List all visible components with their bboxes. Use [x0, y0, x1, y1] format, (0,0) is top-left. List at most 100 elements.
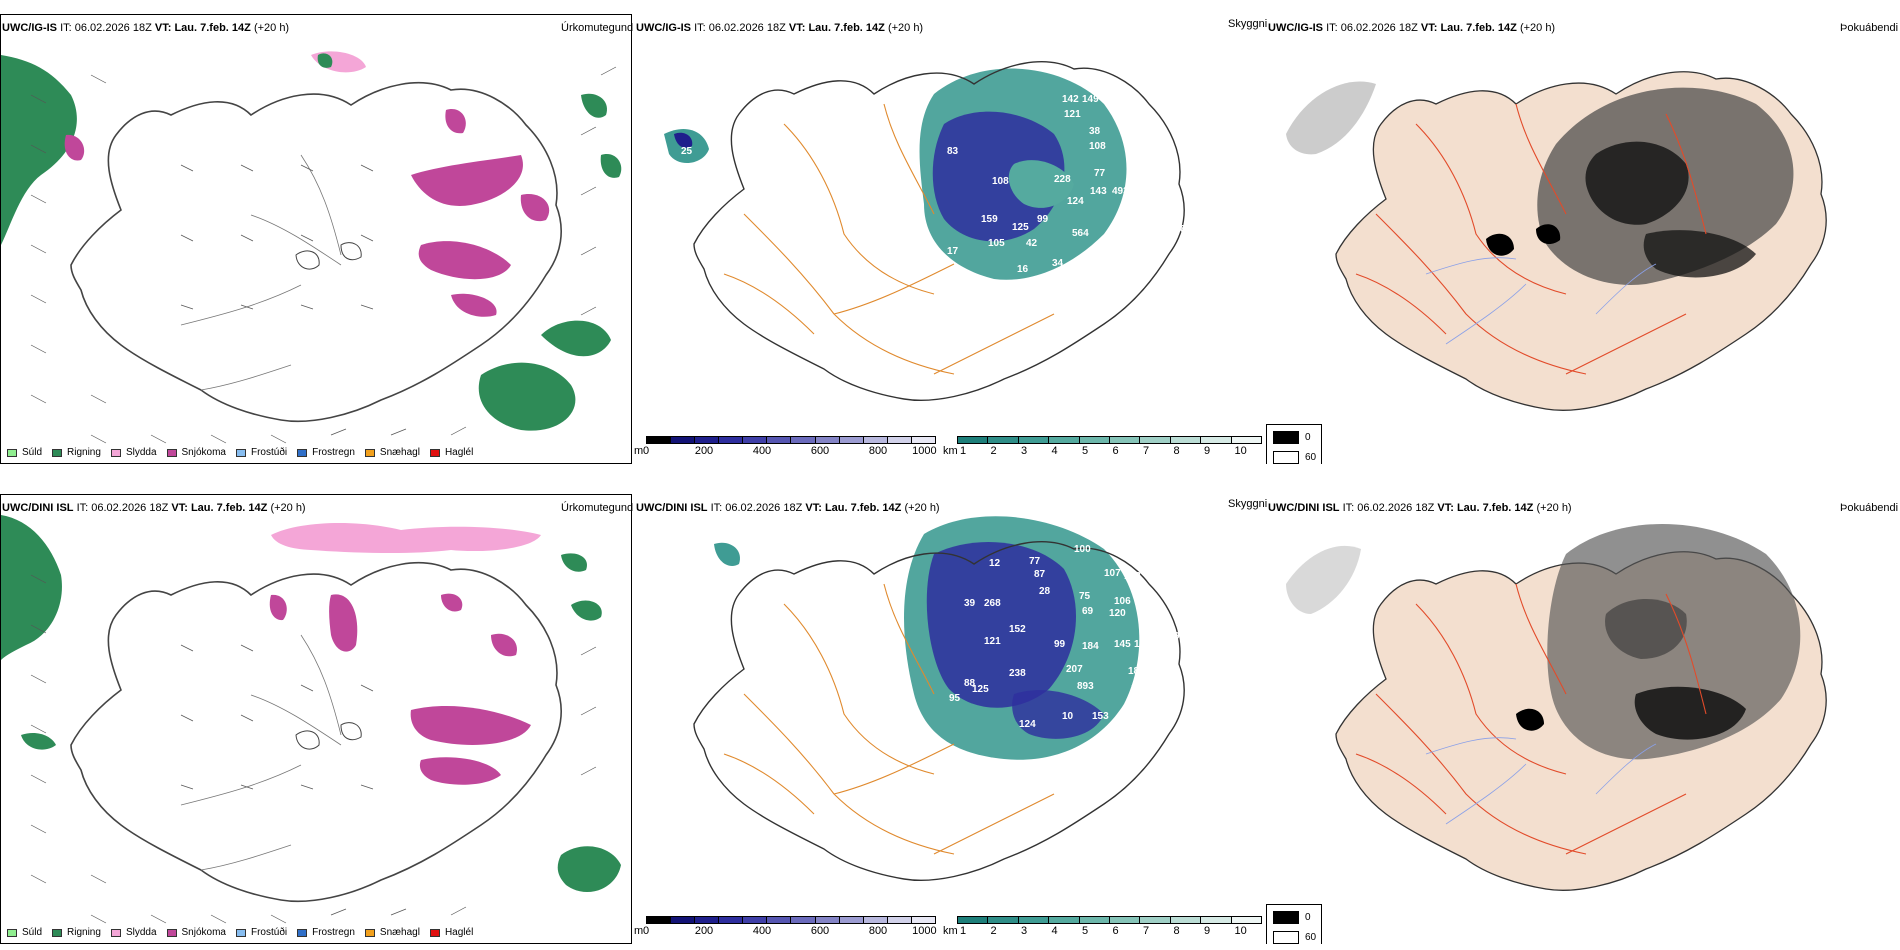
vt-label: VT:: [1420, 22, 1438, 34]
cloud-base-label: 91: [1146, 594, 1158, 605]
fog-panel-title-1: Þokuábendi: [1840, 22, 1899, 34]
fog-legend-2: 0 60: [1266, 904, 1322, 944]
colorbar-tick: 7: [1143, 445, 1150, 457]
fog-panel-header-2: UWC/DINI ISL IT: 06.02.2026 18Z VT: Lau.…: [1268, 502, 1572, 515]
cloud-base-label: 66: [1139, 174, 1151, 185]
colorbar-unit: m: [634, 445, 644, 457]
legend-swatch: [429, 448, 440, 457]
legend-item-snjokoma-1: Snjókoma: [166, 447, 226, 458]
cloud-base-label: 42: [1026, 238, 1038, 249]
vt-value: Lau. 7.feb. 14Z: [174, 22, 251, 34]
cloud-base-label: 139: [1129, 121, 1146, 132]
cloud-base-label: 38: [1089, 126, 1101, 137]
colorbar-tick: 10: [1234, 925, 1247, 937]
cloud-base-label: 88: [964, 678, 976, 689]
vt-label: VT:: [805, 502, 822, 514]
precip-panel-title-2: Úrkomutegund: [561, 502, 634, 514]
colorbar-tick: 5: [1082, 925, 1089, 937]
cloud-base-label: 90: [1174, 631, 1186, 642]
lead-time: (+20 h): [904, 502, 940, 514]
cloud-base-label: 57: [1196, 629, 1208, 640]
cloud-base-label: 22: [1081, 261, 1093, 272]
legend-label: Snjókoma: [181, 927, 226, 938]
vt-value: Lau. 7.feb. 14Z: [190, 502, 268, 514]
legend-label: Snjókoma: [181, 447, 226, 458]
cloud-base-label: 105: [988, 238, 1005, 249]
legend-swatch: [297, 928, 308, 937]
colorbar-tick: 7: [1143, 925, 1150, 937]
colorbar-ticks: 1 2 3 4 5 6 7 8 9 10: [957, 444, 1262, 458]
colorbar-tick: 600: [810, 925, 830, 937]
colorbar-tick: 0: [642, 445, 650, 457]
colorbar-tick: 400: [752, 445, 772, 457]
it-label: IT:: [60, 22, 72, 34]
cloud-base-colorbar-2: m 0 200 400 600 800 1000: [634, 916, 937, 938]
colorbar-tick: 8: [1173, 445, 1180, 457]
legend-swatch: [110, 928, 121, 937]
visibility-panel-title-2: Skyggni: [1228, 498, 1268, 510]
cloud-base-label: 564: [1072, 228, 1089, 239]
cloud-base-label: 95: [949, 693, 961, 704]
legend-label: Rigning: [67, 927, 101, 938]
colorbar-tick: 6: [1112, 925, 1119, 937]
lead-time: (+20 h): [1519, 22, 1556, 34]
legend-item-snaehagl-1: Snæhagl: [364, 447, 420, 458]
fog-legend-label: 60: [1305, 932, 1317, 943]
legend-swatch: [364, 448, 375, 457]
colorbar-ticks: 0 200 400 600 800 1000: [643, 924, 937, 938]
cloud-base-label: 184: [1082, 641, 1099, 652]
lead-time: (+20 h): [1536, 502, 1572, 514]
legend-label: Súld: [22, 927, 43, 938]
cloud-base-label: 106: [1114, 596, 1131, 607]
legend-swatch: [297, 448, 308, 457]
legend-item-haglel-2: Haglél: [429, 927, 473, 938]
colorbar-tick: 10: [1234, 445, 1247, 457]
fog-indicator-map-1: [1286, 71, 1827, 411]
legend-swatch: [7, 928, 17, 937]
cloud-base-label: 124: [1019, 719, 1036, 730]
legend-label: Frostúði: [250, 447, 288, 458]
cloud-panel-header-2: UWC/DINI ISL IT: 06.02.2026 18Z VT: Lau.…: [636, 502, 940, 515]
it-value: 06.02.2026 18Z: [1340, 22, 1418, 34]
cloud-base-label: 75: [1079, 591, 1091, 602]
cloud-base-label: 108: [992, 176, 1009, 187]
snow-area-1: [329, 594, 358, 652]
legend-label: Frostregn: [312, 447, 355, 458]
legend-item-frostregn-2: Frostregn: [297, 927, 355, 938]
cloud-base-label: 228: [1054, 174, 1071, 185]
cloud-base-label: 39: [964, 598, 976, 609]
cloud-base-label: 83: [947, 146, 959, 157]
fog-indicator-panel-2: 0 60: [1266, 494, 1900, 944]
fog-legend-swatch: [1273, 931, 1299, 944]
cloud-base-label: 10: [1062, 711, 1074, 722]
model-name: UWC/IG-IS: [1268, 22, 1323, 34]
cloud-base-label: 128: [1124, 571, 1141, 582]
legend-item-slydda-2: Slydda: [110, 927, 157, 938]
fog-legend-label: 60: [1305, 452, 1317, 463]
legend-label: Slydda: [125, 927, 157, 938]
fog-indicator-map-2: [1286, 524, 1827, 891]
cloud-base-label: 77: [1094, 168, 1106, 179]
colorbar-tick: 2: [990, 445, 997, 457]
cloud-base-label: 121: [984, 636, 1001, 647]
iceland-outline-1: [70, 562, 562, 903]
colorbar-tick: 1: [960, 445, 967, 457]
cloud-base-label: 493: [1112, 186, 1129, 197]
cloud-base-label: 125: [972, 684, 989, 695]
colorbar-tick: 200: [694, 925, 714, 937]
cloud-base-label: 77: [1029, 556, 1041, 567]
model-name: UWC/IG-IS: [2, 22, 57, 34]
fog-indicator-panel-1: 0 60: [1266, 14, 1900, 464]
cloud-base-label: 153: [1092, 711, 1109, 722]
colorbar-tick: 400: [752, 925, 772, 937]
cloud-visibility-map-2: 100 77 87 107 128 12 268 28 75 106 91 84…: [693, 516, 1208, 881]
cloud-base-label: 100: [1074, 544, 1091, 555]
rain-area-west: [1, 515, 62, 660]
model-name: UWC/DINI ISL: [1268, 502, 1340, 514]
legend-swatch: [52, 448, 63, 457]
colorbar-ticks: 1 2 3 4 5 6 7 8 9 10: [957, 924, 1262, 938]
cloud-base-label: 87: [1034, 569, 1046, 580]
fog-legend-label: 0: [1305, 912, 1311, 923]
legend-label: Snæhagl: [379, 447, 420, 458]
rain-area-southeast: [478, 362, 576, 431]
